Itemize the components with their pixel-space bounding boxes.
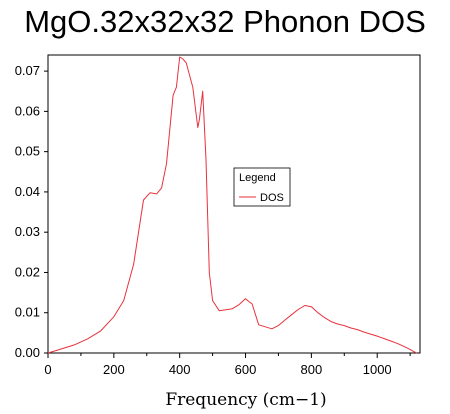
plot-border [47, 54, 421, 354]
legend-box [233, 167, 291, 207]
y-tick-label: 0.01 [15, 305, 40, 320]
x-tick-label: 600 [235, 362, 257, 377]
y-tick-label: 0.04 [15, 184, 40, 199]
y-tick-label: 0.06 [15, 103, 40, 118]
x-tick-label: 800 [301, 362, 323, 377]
x-tick-label: 1000 [363, 362, 392, 377]
y-axis: 0.00 0.01 0.02 0.03 0.04 0.05 0.06 0.07 [15, 63, 48, 360]
y-tick-label: 0.03 [15, 224, 40, 239]
y-tick-label: 0.00 [15, 345, 40, 360]
y-tick-label: 0.07 [15, 63, 40, 78]
series-line-dos [47, 56, 417, 354]
x-tick-label: 200 [103, 362, 125, 377]
chart-title: MgO.32x32x32 Phonon DOS [24, 4, 426, 39]
legend-title: Legend [239, 172, 276, 184]
x-tick-label: 400 [169, 362, 191, 377]
plot-frame [47, 54, 421, 354]
series-group [47, 56, 417, 354]
x-axis-label: Frequency (cm−1) [165, 390, 326, 410]
y-tick-label: 0.05 [15, 144, 40, 159]
x-axis: 0 200 400 600 800 1000 [44, 353, 411, 377]
x-tick-label: 0 [44, 362, 51, 377]
legend-label-dos: DOS [260, 192, 284, 204]
y-tick-label: 0.02 [15, 264, 40, 279]
legend: Legend DOS [233, 167, 291, 207]
